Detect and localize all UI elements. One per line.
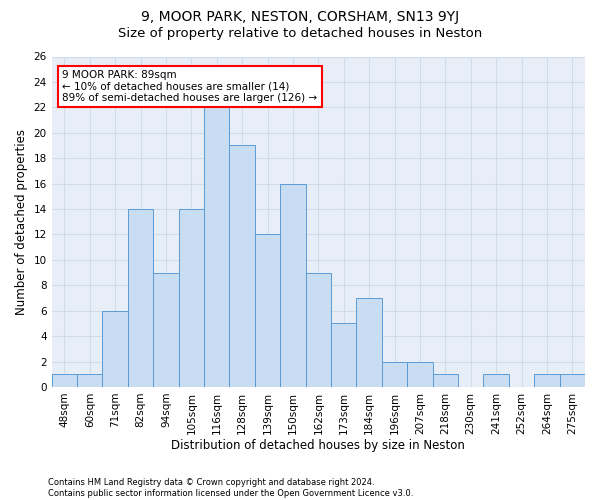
Bar (280, 184, 305, 387)
Text: 9 MOOR PARK: 89sqm
← 10% of detached houses are smaller (14)
89% of semi-detache: 9 MOOR PARK: 89sqm ← 10% of detached hou… (62, 70, 317, 103)
Bar (305, 272, 331, 387)
Bar (229, 146, 255, 387)
Bar (204, 108, 229, 387)
Bar (77, 374, 103, 387)
Bar (407, 362, 433, 387)
Bar (255, 234, 280, 387)
Bar (433, 374, 458, 387)
Bar (331, 324, 356, 387)
Bar (179, 209, 204, 387)
Bar (128, 209, 153, 387)
Y-axis label: Number of detached properties: Number of detached properties (15, 128, 28, 314)
Text: Contains HM Land Registry data © Crown copyright and database right 2024.
Contai: Contains HM Land Registry data © Crown c… (48, 478, 413, 498)
X-axis label: Distribution of detached houses by size in Neston: Distribution of detached houses by size … (172, 440, 465, 452)
Bar (484, 374, 509, 387)
Bar (534, 374, 560, 387)
Bar (560, 374, 585, 387)
Text: 9, MOOR PARK, NESTON, CORSHAM, SN13 9YJ: 9, MOOR PARK, NESTON, CORSHAM, SN13 9YJ (141, 10, 459, 24)
Bar (153, 272, 179, 387)
Bar (356, 298, 382, 387)
Bar (382, 362, 407, 387)
Bar (103, 310, 128, 387)
Bar (52, 374, 77, 387)
Text: Size of property relative to detached houses in Neston: Size of property relative to detached ho… (118, 28, 482, 40)
